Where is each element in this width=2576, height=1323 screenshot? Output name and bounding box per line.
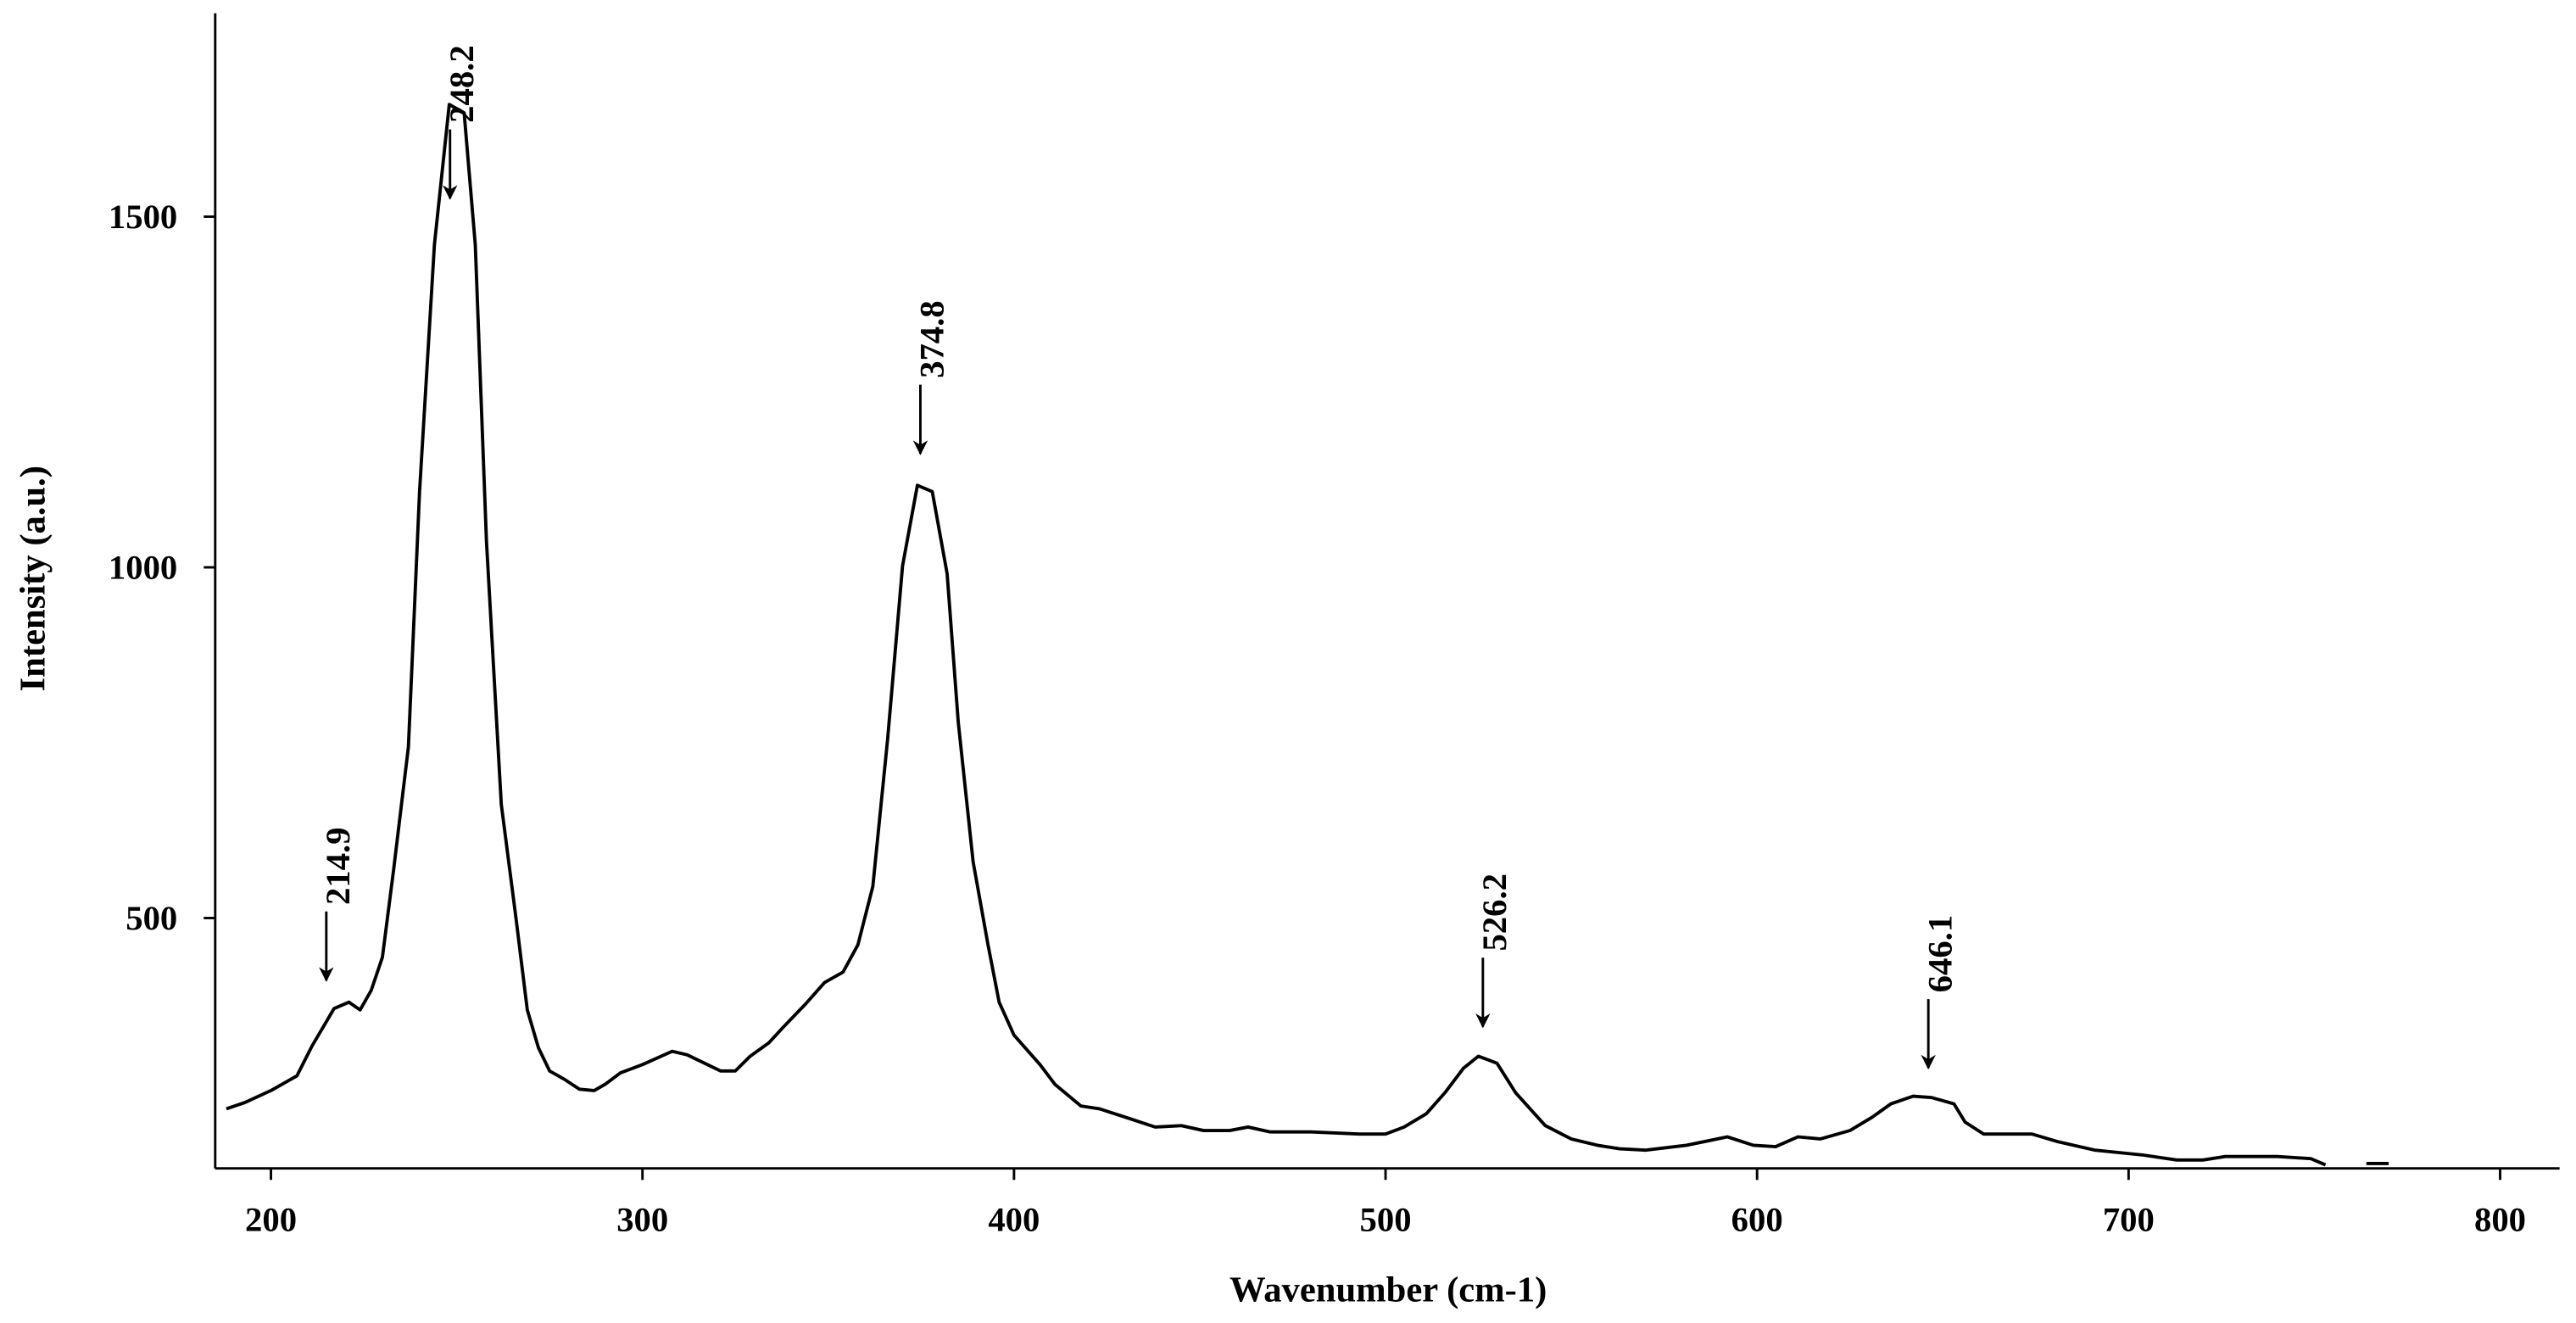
y-tick-label: 1000 [109,549,177,587]
annotation-label: 526.2 [1475,874,1514,952]
x-axis-title: Wavenumber (cm-1) [1229,1270,1547,1310]
annotation-label: 248.2 [443,45,481,123]
x-tick-label: 200 [245,1200,297,1238]
annotation-label: 646.1 [1921,915,1959,993]
x-tick-label: 300 [616,1200,668,1238]
x-tick-label: 600 [1731,1200,1783,1238]
y-tick-label: 500 [125,899,177,937]
annotation-label: 374.8 [913,300,951,378]
x-tick-label: 800 [2474,1200,2526,1238]
x-tick-label: 400 [988,1200,1040,1238]
x-tick-label: 500 [1360,1200,1412,1238]
spectrum-line [226,103,2389,1167]
y-tick-label: 1500 [109,198,177,236]
annotation-label: 214.9 [319,827,357,905]
y-axis-title: Intensity (a.u.) [13,466,53,691]
x-tick-label: 700 [2103,1200,2155,1238]
